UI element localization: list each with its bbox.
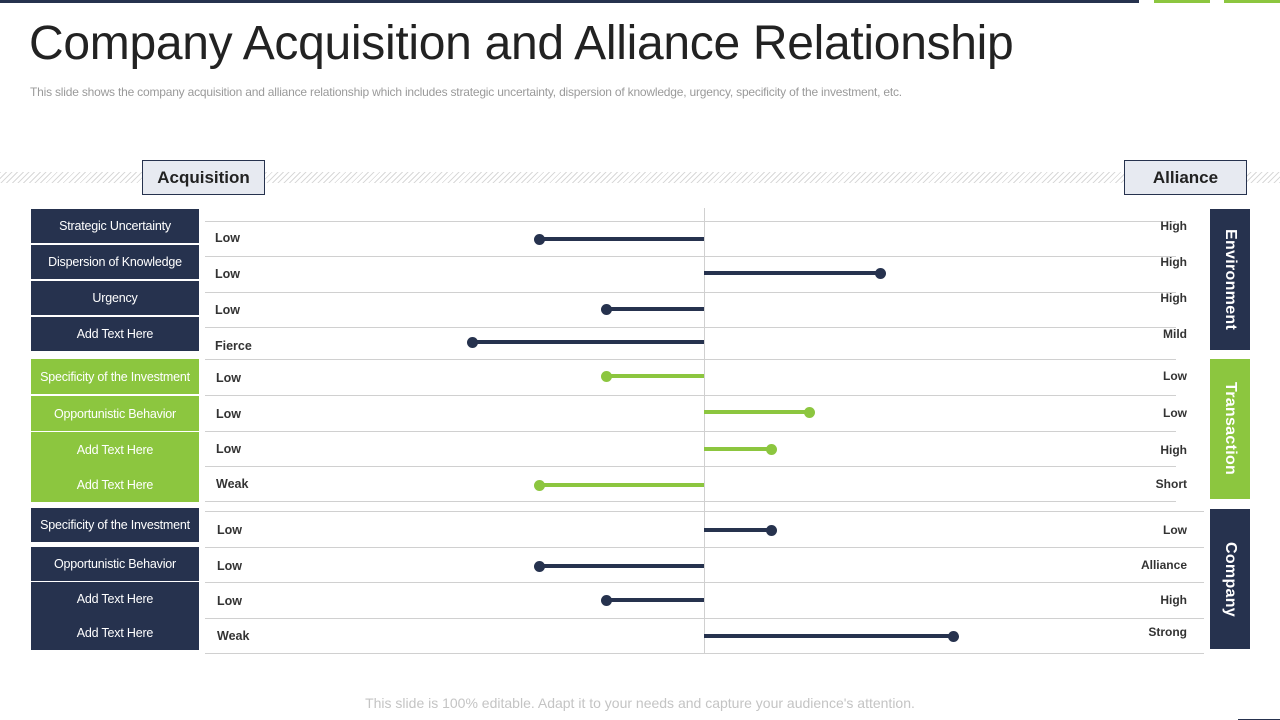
acquisition-header: Acquisition (142, 160, 265, 195)
factor-label: Add Text Here (31, 467, 199, 502)
row-divider (205, 327, 1176, 328)
relationship-bar (606, 307, 704, 311)
factor-label: Opportunistic Behavior (31, 547, 199, 581)
factor-label: Add Text Here (31, 317, 199, 351)
high-value-label: High (1160, 291, 1187, 305)
high-value-label: Short (1155, 477, 1187, 491)
low-value-label: Fierce (215, 339, 252, 353)
header-hatch (0, 172, 1280, 183)
top-accent-1 (1154, 0, 1210, 3)
row-divider (205, 395, 1176, 396)
factor-label: Specificity of the Investment (31, 508, 199, 542)
relationship-bar (606, 374, 704, 378)
factor-label: Specificity of the Investment (31, 359, 199, 394)
high-value-label: High (1160, 219, 1187, 233)
low-value-label: Low (215, 303, 240, 317)
factor-label: Strategic Uncertainty (31, 209, 199, 243)
low-value-label: Low (216, 442, 241, 456)
low-value-label: Weak (216, 477, 249, 491)
row-divider (205, 292, 1176, 293)
relationship-marker (765, 524, 777, 536)
row-divider (205, 431, 1176, 432)
high-value-label: Low (1163, 523, 1187, 537)
row-divider (205, 466, 1176, 467)
relationship-marker (947, 630, 959, 642)
factor-label: Add Text Here (31, 582, 199, 616)
relationship-bar (704, 271, 880, 275)
row-divider (205, 511, 1204, 512)
group-label-text: Environment (1222, 228, 1239, 331)
high-value-label: High (1160, 255, 1187, 269)
relationship-bar (539, 237, 704, 241)
factor-label: Opportunistic Behavior (31, 396, 199, 431)
relationship-marker (600, 370, 612, 382)
row-divider (205, 618, 1204, 619)
row-divider (205, 256, 1176, 257)
row-divider (205, 221, 1176, 222)
relationship-marker (874, 267, 886, 279)
relationship-marker (533, 560, 545, 572)
relationship-marker (803, 406, 815, 418)
factor-label: Add Text Here (31, 616, 199, 650)
low-value-label: Low (215, 267, 240, 281)
group-label-text: Transaction (1222, 382, 1239, 476)
low-value-label: Weak (217, 629, 250, 643)
high-value-label: Strong (1148, 625, 1187, 639)
relationship-marker (466, 336, 478, 348)
row-divider (205, 582, 1204, 583)
row-divider (205, 359, 1176, 360)
low-value-label: Low (216, 371, 241, 385)
low-value-label: Low (217, 523, 242, 537)
low-value-label: Low (215, 231, 240, 245)
row-divider (205, 547, 1204, 548)
relationship-bar (606, 598, 704, 602)
top-bar (0, 0, 1139, 3)
low-value-label: Low (217, 594, 242, 608)
high-value-label: Low (1163, 369, 1187, 383)
relationship-marker (765, 443, 777, 455)
high-value-label: High (1160, 443, 1187, 457)
row-divider (205, 501, 1176, 502)
factor-label: Add Text Here (31, 432, 199, 467)
relationship-bar (539, 564, 704, 568)
relationship-bar (704, 634, 953, 638)
group-label-transaction: Transaction (1210, 359, 1250, 499)
relationship-marker (600, 303, 612, 315)
high-value-label: Mild (1163, 327, 1187, 341)
group-label-environment: Environment (1210, 209, 1250, 350)
low-value-label: Low (216, 407, 241, 421)
high-value-label: High (1160, 593, 1187, 607)
row-divider (205, 653, 1204, 654)
relationship-marker (533, 233, 545, 245)
relationship-bar (704, 447, 771, 451)
relationship-bar (539, 483, 704, 487)
relationship-marker (600, 594, 612, 606)
high-value-label: Alliance (1140, 558, 1187, 572)
relationship-bar (704, 410, 809, 414)
footer-note: This slide is 100% editable. Adapt it to… (365, 695, 915, 711)
low-value-label: Low (217, 559, 242, 573)
group-label-company: Company (1210, 509, 1250, 649)
relationship-marker (533, 479, 545, 491)
high-value-label: Low (1163, 406, 1187, 420)
factor-label: Dispersion of Knowledge (31, 245, 199, 279)
factor-label: Urgency (31, 281, 199, 315)
group-label-text: Company (1222, 541, 1239, 617)
top-accent-2 (1224, 0, 1280, 3)
relationship-bar (472, 340, 704, 344)
relationship-bar (704, 528, 771, 532)
alliance-header: Alliance (1124, 160, 1247, 195)
page-subtitle: This slide shows the company acquisition… (30, 85, 902, 99)
page-title: Company Acquisition and Alliance Relatio… (29, 17, 1014, 70)
